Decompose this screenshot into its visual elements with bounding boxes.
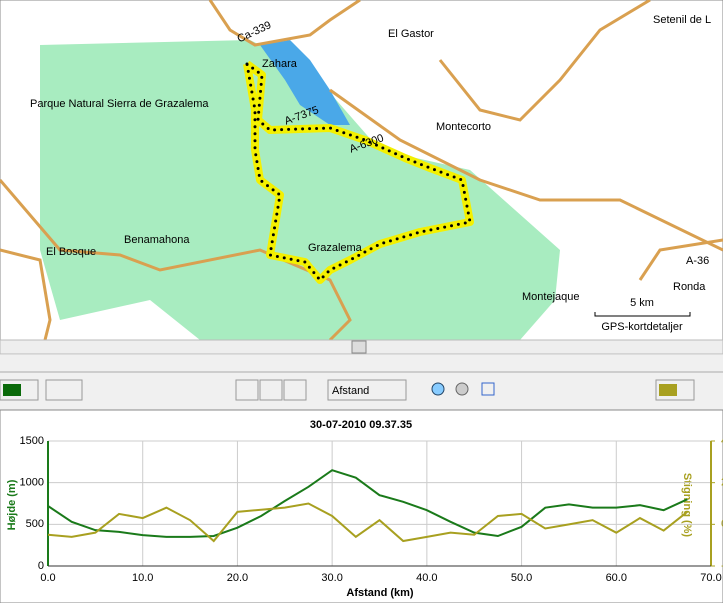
y2-tick-label: 0 <box>721 518 723 530</box>
zoom-in[interactable] <box>431 382 445 396</box>
map-label: Setenil de L <box>653 14 711 26</box>
chart-title: 30-07-2010 09.37.35 <box>310 419 412 431</box>
tool-button[interactable] <box>283 379 307 401</box>
color-swatch <box>659 384 677 396</box>
zoom-fit[interactable] <box>481 382 495 396</box>
zoom-out[interactable] <box>455 382 469 396</box>
map-label: Benamahona <box>124 234 190 246</box>
x-tick-label: 30.0 <box>321 572 342 584</box>
park <box>40 40 560 340</box>
road-label: A-36 <box>686 255 709 267</box>
map-label: Montecorto <box>436 121 491 133</box>
chart-panel <box>0 409 723 603</box>
track <box>243 60 474 284</box>
y-axis-label: Højde (m) <box>6 479 18 530</box>
tool-button[interactable] <box>235 379 259 401</box>
map-label: Ronda <box>673 281 706 293</box>
y2-tick-label: 20 <box>721 477 723 489</box>
y-tick-label: 1500 <box>20 435 44 447</box>
series-line <box>47 502 688 543</box>
roads <box>0 0 723 342</box>
dropdown-label: Afstand <box>332 385 369 397</box>
x-tick-label: 20.0 <box>227 572 248 584</box>
map-label: Parque Natural Sierra de Grazalema <box>30 98 209 110</box>
detail-label: GPS-kortdetaljer <box>601 321 683 333</box>
map-label: El Gastor <box>388 28 434 40</box>
x-tick-label: 60.0 <box>606 572 627 584</box>
map-label: Montejaque <box>522 291 580 303</box>
map-label: El Bosque <box>46 246 96 258</box>
tool-button[interactable] <box>259 379 283 401</box>
scale-label: 5 km <box>630 297 654 309</box>
series-line <box>47 469 688 538</box>
x-axis-label: Afstand (km) <box>346 587 414 599</box>
map-label: Grazalema <box>308 242 363 254</box>
x-tick-label: 70.0 <box>700 572 721 584</box>
axis-dropdown[interactable] <box>327 379 407 401</box>
y2-tick-label: 40 <box>721 435 723 447</box>
y-tick-label: 500 <box>26 518 44 530</box>
color-swatch <box>3 384 21 396</box>
x-tick-label: 10.0 <box>132 572 153 584</box>
y-tick-label: 0 <box>38 560 44 572</box>
dropdown[interactable] <box>45 379 83 401</box>
scroll-thumb[interactable] <box>351 340 367 354</box>
y2-axis-label: Stigning (%) <box>681 473 693 537</box>
x-tick-label: 40.0 <box>416 572 437 584</box>
x-tick-label: 0.0 <box>40 572 55 584</box>
scale-bar <box>594 312 691 317</box>
lake <box>260 40 350 125</box>
y2-tick-label: -20 <box>721 560 723 572</box>
x-tick-label: 50.0 <box>511 572 532 584</box>
y-tick-label: 1000 <box>20 477 44 489</box>
map-label: Zahara <box>262 58 298 70</box>
